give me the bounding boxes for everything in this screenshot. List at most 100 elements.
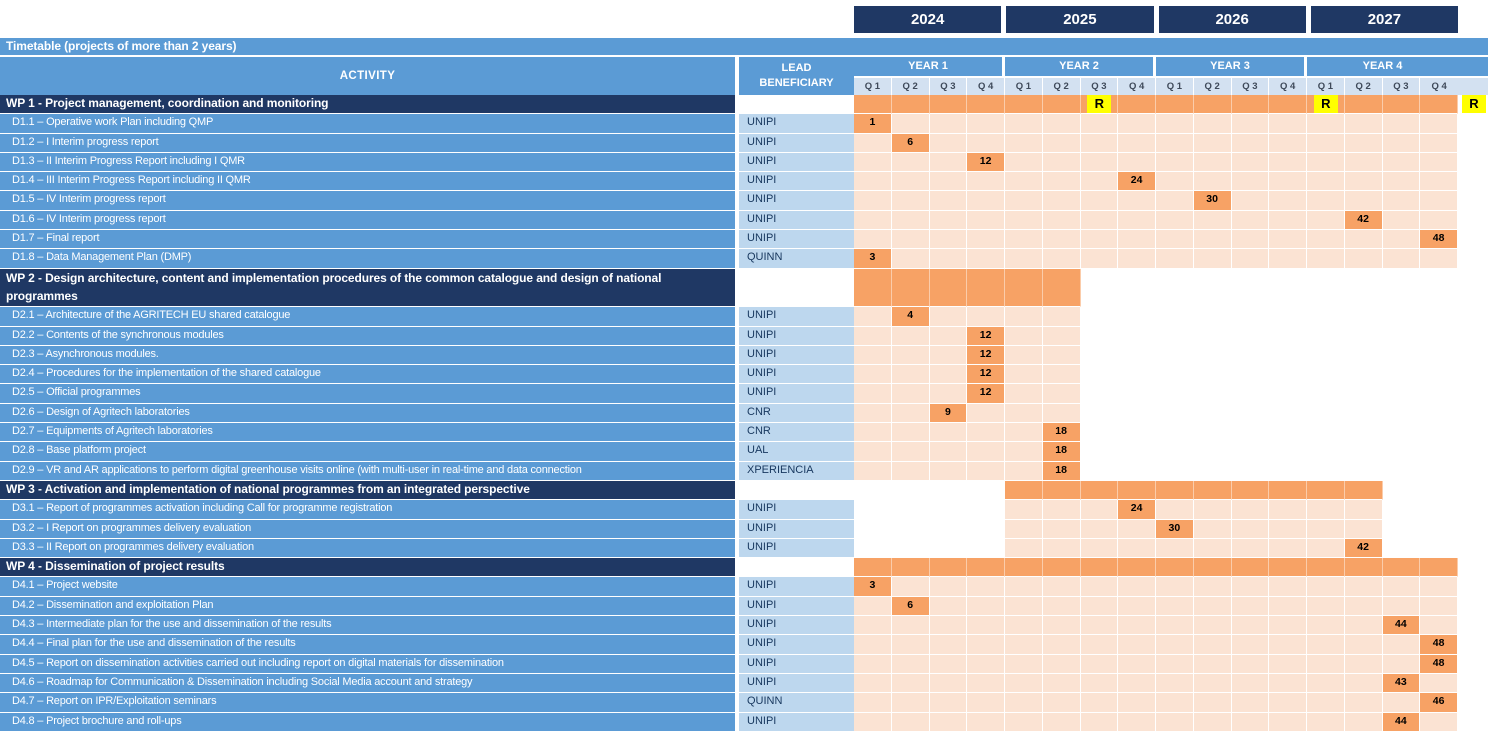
gantt-cell bbox=[1118, 191, 1156, 211]
gantt-cell bbox=[1269, 423, 1307, 443]
gantt-cell bbox=[1042, 133, 1081, 153]
gantt-cell bbox=[1080, 249, 1119, 269]
gantt-cell bbox=[1080, 635, 1119, 655]
gantt-cell bbox=[1231, 345, 1270, 366]
deliverable-activity: D2.8 – Base platform project bbox=[0, 442, 735, 462]
lead-beneficiary-cell bbox=[739, 558, 854, 578]
lead-beneficiary-cell bbox=[739, 481, 854, 501]
gantt-cell bbox=[1080, 365, 1119, 385]
gantt-cell bbox=[1118, 673, 1156, 694]
lead-beneficiary-column-header: LEAD BENEFICIARY bbox=[739, 57, 854, 95]
gantt-cell bbox=[967, 500, 1005, 520]
milestone-cell: 9 bbox=[929, 403, 968, 424]
gantt-cell bbox=[1269, 114, 1307, 134]
year-header-continuation bbox=[1458, 57, 1488, 76]
wp-header-row: WP 4 - Dissemination of project results bbox=[0, 558, 1488, 578]
gantt-cell bbox=[1042, 654, 1081, 674]
gantt-cell bbox=[1344, 230, 1383, 250]
gantt-cell bbox=[1042, 577, 1081, 597]
year-label-2024: 2024 bbox=[854, 6, 1002, 33]
gantt-cell bbox=[1344, 673, 1383, 694]
gantt-cell bbox=[1344, 133, 1383, 153]
row-right-margin bbox=[1458, 500, 1488, 519]
gantt-cell bbox=[1193, 307, 1232, 327]
gantt-cell bbox=[891, 500, 930, 520]
gantt-cell bbox=[1382, 152, 1421, 173]
gantt-cell bbox=[929, 519, 968, 539]
gantt-cell bbox=[929, 538, 968, 559]
gantt-cell bbox=[891, 114, 930, 134]
gantt-cell bbox=[1344, 693, 1383, 713]
gantt-cell bbox=[1005, 558, 1043, 578]
gantt-cell bbox=[1382, 654, 1421, 674]
gantt-cell bbox=[1193, 654, 1232, 674]
deliverable-row: D2.3 – Asynchronous modules. UNIPI 12 bbox=[0, 345, 1488, 366]
gantt-cell bbox=[1231, 152, 1270, 173]
gantt-cell bbox=[854, 558, 892, 578]
gantt-cell bbox=[854, 345, 892, 366]
gantt-cell bbox=[929, 635, 968, 655]
gantt-cell bbox=[1344, 326, 1383, 346]
gantt-cell bbox=[1005, 326, 1043, 346]
gantt-cell bbox=[1382, 596, 1421, 617]
gantt-cell bbox=[929, 230, 968, 250]
deliverable-activity: D2.7 – Equipments of Agritech laboratori… bbox=[0, 423, 735, 443]
gantt-cell bbox=[1382, 461, 1421, 481]
gantt-row-track: 44 bbox=[854, 712, 1458, 732]
gantt-cell bbox=[1005, 384, 1043, 404]
gantt-cell bbox=[1307, 133, 1345, 153]
row-right-margin bbox=[1458, 539, 1488, 558]
deliverable-row: D2.9 – VR and AR applications to perform… bbox=[0, 461, 1488, 481]
gantt-cell bbox=[1193, 442, 1232, 462]
gantt-cell bbox=[1344, 461, 1383, 481]
gantt-cell bbox=[1156, 133, 1194, 153]
row-right-margin bbox=[1458, 713, 1488, 732]
milestone-cell: 46 bbox=[1420, 693, 1458, 713]
gantt-cell bbox=[1307, 673, 1345, 694]
lead-beneficiary-cell: UNIPI bbox=[739, 538, 854, 559]
gantt-cell bbox=[967, 268, 1005, 308]
gantt-cell bbox=[1193, 538, 1232, 559]
gantt-cell bbox=[1005, 114, 1043, 134]
gantt-cell bbox=[967, 654, 1005, 674]
gantt-cell bbox=[1005, 654, 1043, 674]
gantt-cell bbox=[1344, 268, 1383, 308]
gantt-cell bbox=[967, 616, 1005, 636]
gantt-cell bbox=[1156, 596, 1194, 617]
gantt-cell bbox=[1042, 268, 1081, 308]
gantt-cell bbox=[1420, 95, 1458, 115]
gantt-cell bbox=[1156, 577, 1194, 597]
gantt-cell bbox=[1307, 403, 1345, 424]
gantt-cell bbox=[1193, 403, 1232, 424]
gantt-cell bbox=[1005, 712, 1043, 732]
gantt-cell bbox=[1307, 616, 1345, 636]
gantt-cell bbox=[1231, 442, 1270, 462]
quarter-label: Q 4 bbox=[1420, 77, 1458, 95]
deliverable-row: D1.3 – II Interim Progress Report includ… bbox=[0, 152, 1488, 173]
gantt-cell bbox=[1080, 693, 1119, 713]
gantt-cell bbox=[929, 500, 968, 520]
deliverable-row: D4.7 – Report on IPR/Exploitation semina… bbox=[0, 693, 1488, 713]
gantt-cell bbox=[1307, 538, 1345, 559]
gantt-cell bbox=[1269, 191, 1307, 211]
deliverable-row: D4.1 – Project website UNIPI 3 bbox=[0, 577, 1488, 597]
gantt-cell bbox=[929, 461, 968, 481]
gantt-cell bbox=[891, 345, 930, 366]
deliverable-row: D2.7 – Equipments of Agritech laboratori… bbox=[0, 423, 1488, 443]
gantt-cell bbox=[967, 538, 1005, 559]
gantt-cell bbox=[1307, 558, 1345, 578]
quarter-label: Q 1 bbox=[854, 77, 892, 95]
milestone-cell: 6 bbox=[891, 596, 930, 617]
gantt-cell bbox=[1420, 172, 1458, 192]
gantt-cell bbox=[1042, 635, 1081, 655]
row-right-margin bbox=[1458, 172, 1488, 191]
gantt-cell bbox=[1156, 365, 1194, 385]
gantt-cell bbox=[891, 480, 930, 501]
lead-beneficiary-cell: UNIPI bbox=[739, 519, 854, 539]
gantt-cell bbox=[1080, 616, 1119, 636]
lead-beneficiary-cell: UNIPI bbox=[739, 712, 854, 732]
gantt-cell bbox=[1118, 596, 1156, 617]
gantt-cell bbox=[1042, 480, 1081, 501]
gantt-cell bbox=[929, 133, 968, 153]
